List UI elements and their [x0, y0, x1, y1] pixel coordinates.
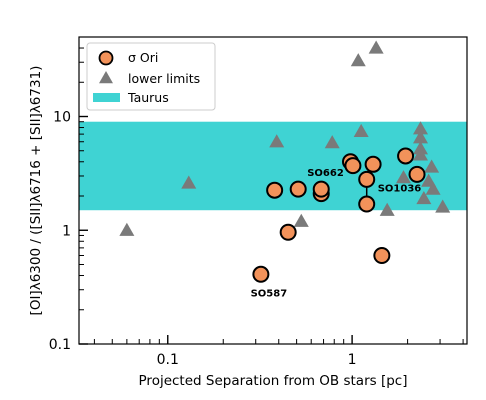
lower-limit-point	[119, 222, 135, 236]
lower-limit-point	[379, 202, 395, 216]
sigma-ori-point	[358, 195, 376, 213]
annotation-layer: SO587 SO662 SO1036	[251, 168, 422, 299]
y-tick-label: 10	[53, 110, 71, 126]
lower-limit-point	[395, 170, 411, 184]
plot-frame	[78, 36, 468, 345]
legend-label-lower-limits: lower limits	[128, 71, 200, 86]
sigma-ori-point	[266, 181, 284, 199]
legend-marker-sigma-ori	[98, 50, 114, 66]
annotation-so662: SO662	[307, 168, 344, 179]
tick-layer: 0.1 1 0.1 1 10	[49, 47, 464, 368]
lower-limit-point	[413, 130, 429, 144]
y-tick-label: 0.1	[49, 337, 71, 353]
sigma-ori-point	[364, 155, 382, 173]
lower-limit-point	[413, 147, 429, 161]
lower-limit-point	[269, 134, 285, 148]
sigma-ori-point	[373, 246, 391, 264]
x-tick-label: 0.1	[157, 352, 179, 368]
lower-limit-point	[424, 159, 440, 173]
lower-limit-point	[368, 40, 384, 54]
lower-limit-point	[293, 213, 309, 227]
lower-limit-point	[353, 123, 369, 138]
lower-limit-point	[324, 135, 340, 149]
legend-label-sigma-ori: σ Ori	[128, 50, 158, 65]
sigma-ori-point	[289, 180, 307, 198]
points-layer	[119, 40, 451, 283]
sigma-ori-point	[252, 265, 270, 283]
lower-limit-point	[350, 53, 366, 67]
annotation-so1036: SO1036	[378, 183, 422, 194]
lower-limit-point	[435, 199, 451, 213]
sigma-ori-point	[312, 180, 330, 198]
x-axis-label: Projected Separation from OB stars [pc]	[139, 373, 408, 389]
lower-limit-point	[425, 181, 441, 195]
sigma-ori-point	[279, 223, 297, 241]
lower-limit-point	[413, 121, 429, 135]
sigma-ori-point	[397, 147, 415, 165]
sigma-ori-point	[358, 170, 376, 188]
y-axis-label: [OI]λ6300 / ([SII]λ6716 + [SII]λ6731)	[28, 66, 44, 316]
legend-marker-taurus	[93, 93, 120, 102]
x-tick-label: 1	[348, 352, 357, 368]
legend-marker-lower-limits	[99, 71, 113, 84]
sigma-ori-point	[344, 157, 362, 175]
lower-limit-point	[416, 191, 432, 205]
legend-label-taurus: Taurus	[127, 90, 169, 105]
legend: σ Ori lower limits Taurus	[86, 42, 216, 111]
sigma-ori-point	[408, 165, 426, 183]
y-tick-label: 1	[62, 223, 71, 239]
lower-limit-point	[181, 175, 197, 189]
annotation-so587: SO587	[251, 288, 288, 299]
